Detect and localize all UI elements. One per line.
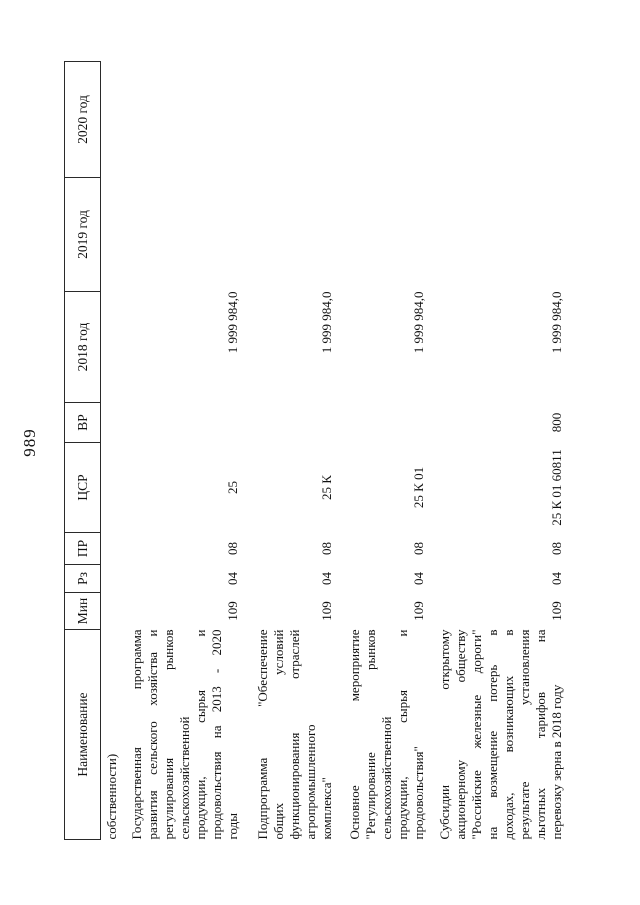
cell-min: 109 [225,601,240,621]
cell-min [101,593,121,630]
cell-vr [241,403,335,443]
header-name: Наименование [64,629,101,840]
cell-vr [120,403,241,443]
cell-csr: 25 К [319,475,334,500]
cell-pr: 08 [225,542,240,555]
cell-2018: 1 999 984,0 [225,291,240,354]
cell-min: 109 [411,601,426,621]
table-row: Подпрограмма "Обеспечение общих условий фу… [241,62,335,840]
header-vr: ВР [64,402,101,443]
cell-vr [101,403,121,443]
cell-2019 [120,178,241,292]
cell-name: собственности) [104,753,119,840]
cell-vr [335,403,427,443]
cell-2019 [241,178,335,292]
cell-2018 [101,292,121,403]
cell-name: Основное мероприятие "Регулирование рынко… [347,629,426,840]
cell-pr: 08 [549,542,564,555]
header-2019: 2019 год [64,177,101,292]
cell-name: Субсидии открытому акционерному обществу "… [437,629,564,840]
page-number: 989 [20,428,39,457]
cell-2019 [335,178,427,292]
cell-2020 [120,62,241,178]
cell-min: 109 [549,601,564,621]
cell-csr: 25 К 01 60811 [549,449,564,526]
cell-pr [101,533,121,565]
cell-2020 [241,62,335,178]
cell-rz: 04 [225,572,240,585]
header-min: Мин [64,592,101,630]
cell-csr: 25 [225,481,240,494]
cell-rz [101,565,121,593]
cell-rz: 04 [319,572,334,585]
cell-csr [101,443,121,533]
cell-name: Подпрограмма "Обеспечение общих условий фу… [255,629,334,840]
table-row: собственности) [101,62,121,840]
table-row: Субсидии открытому акционерному обществу "… [427,62,565,840]
table-body: собственности) Государственная программа… [101,62,566,840]
cell-2019 [427,178,565,292]
table-row: Основное мероприятие "Регулирование рынко… [335,62,427,840]
cell-pr: 08 [411,542,426,555]
cell-2018: 1 999 984,0 [411,291,426,354]
header-2018: 2018 год [64,291,101,403]
header-csr: ЦСР [64,442,101,533]
header-row: Наименование Мин Рз ПР ЦСР ВР 2018 год 2… [64,61,101,840]
cell-2020 [101,62,121,178]
table-header: Наименование Мин Рз ПР ЦСР ВР 2018 год 2… [64,61,101,840]
cell-2019 [101,178,121,292]
cell-rz: 04 [411,572,426,585]
header-pr: ПР [64,532,101,565]
cell-csr: 25 К 01 [411,466,426,509]
cell-pr: 08 [319,542,334,555]
cell-2020 [335,62,427,178]
cell-name: Государственная программа развития сельск… [129,629,240,840]
cell-rz: 04 [549,572,564,585]
table-row: Государственная программа развития сельск… [120,62,241,840]
cell-min: 109 [319,601,334,621]
cell-2018: 1 999 984,0 [549,291,564,354]
budget-table: Наименование Мин Рз ПР ЦСР ВР 2018 год 2… [64,61,565,840]
cell-2018: 1 999 984,0 [319,291,334,354]
header-2020: 2020 год [64,61,101,178]
header-rz: Рз [64,564,101,593]
cell-2020 [427,62,565,178]
cell-vr: 800 [549,412,564,433]
